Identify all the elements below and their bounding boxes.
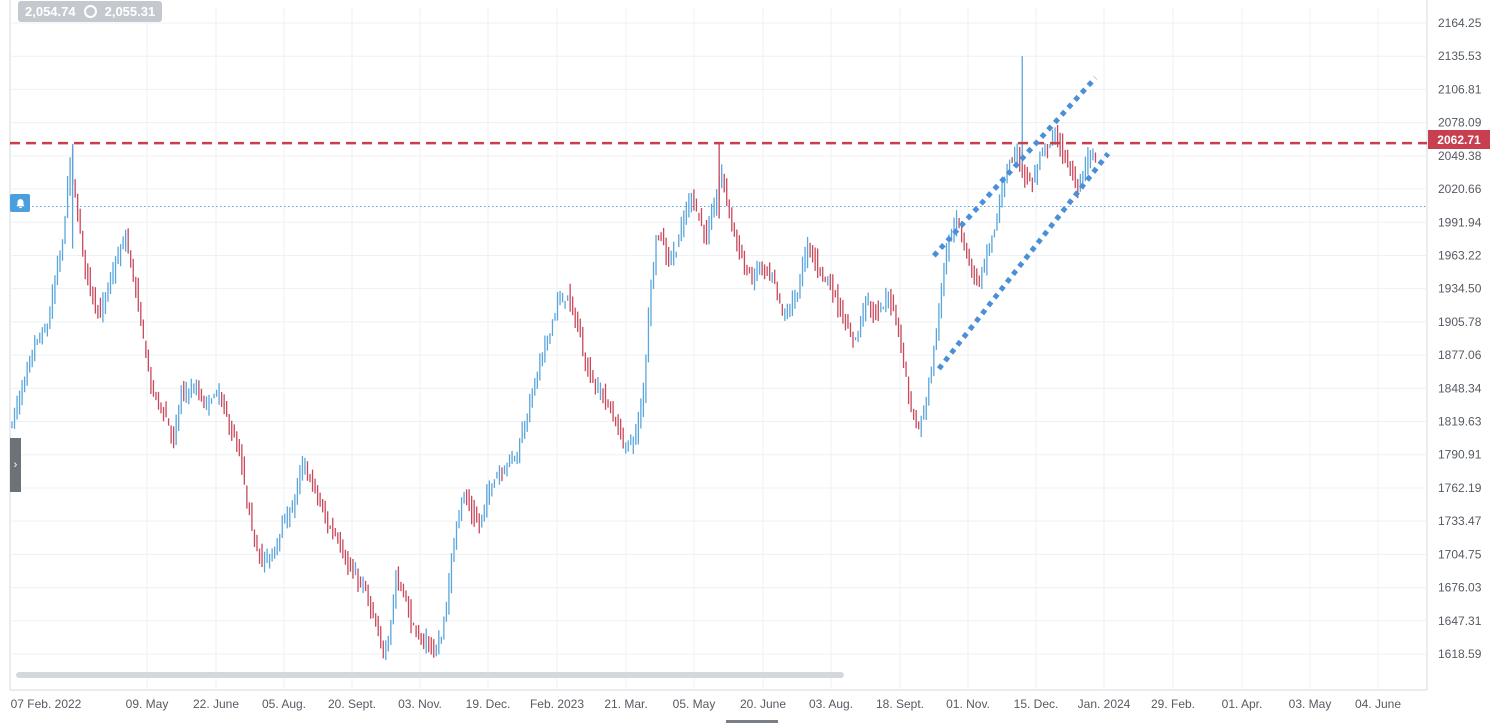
y-tick-label: 1618.59 xyxy=(1438,647,1482,661)
x-tick-label: 01. Apr. xyxy=(1222,697,1263,711)
x-tick-label: 03. May xyxy=(1289,697,1332,711)
side-panel-toggle[interactable]: › xyxy=(10,438,21,492)
bottom-scroll-thumb[interactable] xyxy=(726,720,778,723)
alert-button[interactable] xyxy=(10,194,30,212)
x-tick-label: 09. May xyxy=(126,697,169,711)
x-tick-label: 19. Dec. xyxy=(466,697,511,711)
x-tick-label: 18. Sept. xyxy=(876,697,924,711)
y-tick-label: 2049.38 xyxy=(1438,149,1482,163)
y-tick-label: 2020.66 xyxy=(1438,182,1482,196)
circle-icon xyxy=(83,5,97,18)
x-tick-label: Feb. 2023 xyxy=(530,697,584,711)
bell-icon xyxy=(15,198,25,208)
x-tick-label: 05. May xyxy=(673,697,716,711)
x-tick-label: 04. June xyxy=(1355,697,1401,711)
y-tick-label: 1991.94 xyxy=(1438,215,1482,229)
x-tick-label: 15. Dec. xyxy=(1014,697,1059,711)
y-tick-label: 2135.53 xyxy=(1438,49,1482,63)
x-tick-label: 22. June xyxy=(193,697,239,711)
x-tick-label: 20. June xyxy=(740,697,786,711)
y-tick-label: 2078.09 xyxy=(1438,116,1482,130)
bid-price: 2,054.74 xyxy=(25,4,76,19)
x-tick-label: Jan. 2024 xyxy=(1078,697,1131,711)
x-tick-label: 05. Aug. xyxy=(262,697,306,711)
chevron-right-icon: › xyxy=(13,459,18,471)
x-tick-label: 29. Feb. xyxy=(1151,697,1195,711)
y-tick-label: 1647.31 xyxy=(1438,614,1482,628)
ask-price: 2,055.31 xyxy=(104,4,156,19)
y-tick-label: 1733.47 xyxy=(1438,514,1482,528)
channel-lower-line xyxy=(936,151,1111,371)
x-tick-label: 01. Nov. xyxy=(946,697,990,711)
y-tick-label: 2164.25 xyxy=(1438,16,1482,30)
x-tick-label: 21. Mar. xyxy=(604,697,647,711)
x-tick-label: 03. Nov. xyxy=(398,697,442,711)
y-tick-label: 1848.34 xyxy=(1438,381,1482,395)
horizontal-scrollbar[interactable] xyxy=(16,672,844,678)
y-tick-label: 1704.75 xyxy=(1438,547,1482,561)
current-price-tag: 2062.71 xyxy=(1428,130,1490,149)
y-tick-label: 1963.22 xyxy=(1438,248,1482,262)
y-tick-label: 1676.03 xyxy=(1438,581,1482,595)
y-tick-label: 1790.91 xyxy=(1438,448,1482,462)
price-hud: 2,054.74 2,055.31 xyxy=(18,1,163,22)
y-tick-label: 1819.63 xyxy=(1438,415,1482,429)
channel-upper-line xyxy=(931,76,1098,258)
y-tick-label: 1877.06 xyxy=(1438,348,1482,362)
x-tick-label: 03. Aug. xyxy=(809,697,853,711)
x-tick-label: 20. Sept. xyxy=(328,697,376,711)
y-tick-label: 1934.50 xyxy=(1438,282,1482,296)
y-tick-label: 2106.81 xyxy=(1438,82,1482,96)
y-tick-label: 1762.19 xyxy=(1438,481,1482,495)
x-tick-label: 07 Feb. 2022 xyxy=(11,697,82,711)
y-tick-label: 1905.78 xyxy=(1438,315,1482,329)
